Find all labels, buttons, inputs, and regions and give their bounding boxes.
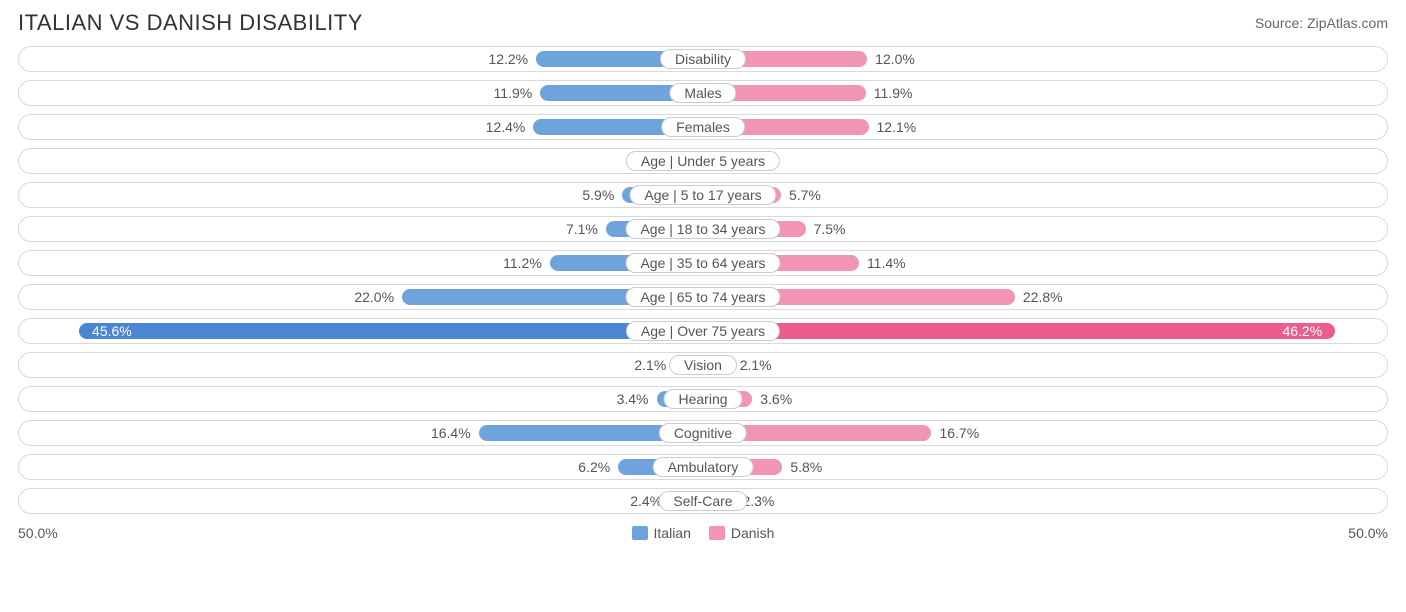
value-right: 7.5%: [806, 217, 846, 241]
bar-row: 16.4% 16.7% Cognitive: [18, 420, 1388, 446]
chart-title: ITALIAN VS DANISH DISABILITY: [18, 10, 363, 36]
value-left: 11.9%: [494, 81, 541, 105]
category-label: Age | Over 75 years: [626, 321, 780, 341]
bar-row: 2.1%2.1%Vision: [18, 352, 1388, 378]
category-label: Age | 5 to 17 years: [629, 185, 776, 205]
value-right: 11.4%: [859, 251, 906, 275]
source-attribution: Source: ZipAtlas.com: [1255, 15, 1388, 31]
legend-swatch-right: [709, 526, 725, 540]
value-right: 3.6%: [752, 387, 792, 411]
bar-row: 7.1% 7.5% Age | 18 to 34 years: [18, 216, 1388, 242]
bar-row: 12.4% 12.1% Females: [18, 114, 1388, 140]
category-label: Males: [669, 83, 736, 103]
category-label: Age | 35 to 64 years: [625, 253, 780, 273]
category-label: Ambulatory: [653, 457, 754, 477]
axis-max-right: 50.0%: [1348, 525, 1388, 541]
legend-label-right: Danish: [731, 525, 775, 541]
diverging-bar-chart: 12.2% 12.0% Disability 11.9% 11.9% Males 12.4%…: [18, 46, 1388, 514]
value-left: 7.1%: [566, 217, 606, 241]
legend-label-left: Italian: [654, 525, 691, 541]
value-left: 12.2%: [488, 47, 536, 71]
category-label: Age | Under 5 years: [626, 151, 780, 171]
value-right: 16.7%: [931, 421, 979, 445]
value-right: 46.2%: [1282, 319, 1328, 343]
legend: Italian Danish: [632, 525, 775, 541]
bar-row: 11.9% 11.9% Males: [18, 80, 1388, 106]
category-label: Females: [661, 117, 745, 137]
category-label: Age | 65 to 74 years: [625, 287, 780, 307]
legend-swatch-left: [632, 526, 648, 540]
chart-footer: 50.0% Italian Danish 50.0%: [18, 522, 1388, 544]
bar-right: [703, 323, 1335, 339]
bar-row: 1.6%1.5%Age | Under 5 years: [18, 148, 1388, 174]
value-left: 5.9%: [582, 183, 622, 207]
bar-row: 11.2% 11.4% Age | 35 to 64 years: [18, 250, 1388, 276]
bar-left: [79, 323, 703, 339]
value-right: 22.8%: [1015, 285, 1063, 309]
value-right: 5.7%: [781, 183, 821, 207]
category-label: Self-Care: [658, 491, 747, 511]
bar-row: 22.0% 22.8% Age | 65 to 74 years: [18, 284, 1388, 310]
value-left: 11.2%: [503, 251, 550, 275]
legend-item-left: Italian: [632, 525, 691, 541]
value-right: 12.1%: [869, 115, 917, 139]
bar-row: 2.4%2.3%Self-Care: [18, 488, 1388, 514]
value-left: 45.6%: [86, 319, 132, 343]
value-left: 22.0%: [354, 285, 402, 309]
category-label: Hearing: [663, 389, 742, 409]
value-left: 12.4%: [486, 115, 534, 139]
chart-container: ITALIAN VS DANISH DISABILITY Source: Zip…: [0, 0, 1406, 552]
bar-row: 12.2% 12.0% Disability: [18, 46, 1388, 72]
bar-row: 45.6% 46.2% Age | Over 75 years: [18, 318, 1388, 344]
value-right: 2.1%: [732, 353, 772, 377]
category-label: Disability: [660, 49, 746, 69]
axis-max-left: 50.0%: [18, 525, 58, 541]
value-left: 16.4%: [431, 421, 479, 445]
value-left: 6.2%: [578, 455, 618, 479]
bar-row: 6.2% 5.8% Ambulatory: [18, 454, 1388, 480]
legend-item-right: Danish: [709, 525, 775, 541]
bar-row: 5.9% 5.7%Age | 5 to 17 years: [18, 182, 1388, 208]
value-right: 12.0%: [867, 47, 915, 71]
bar-row: 3.4% 3.6% Hearing: [18, 386, 1388, 412]
category-label: Cognitive: [659, 423, 747, 443]
header: ITALIAN VS DANISH DISABILITY Source: Zip…: [18, 10, 1388, 36]
category-label: Vision: [669, 355, 737, 375]
value-right: 11.9%: [866, 81, 913, 105]
category-label: Age | 18 to 34 years: [625, 219, 780, 239]
value-right: 5.8%: [782, 455, 822, 479]
value-left: 3.4%: [617, 387, 657, 411]
